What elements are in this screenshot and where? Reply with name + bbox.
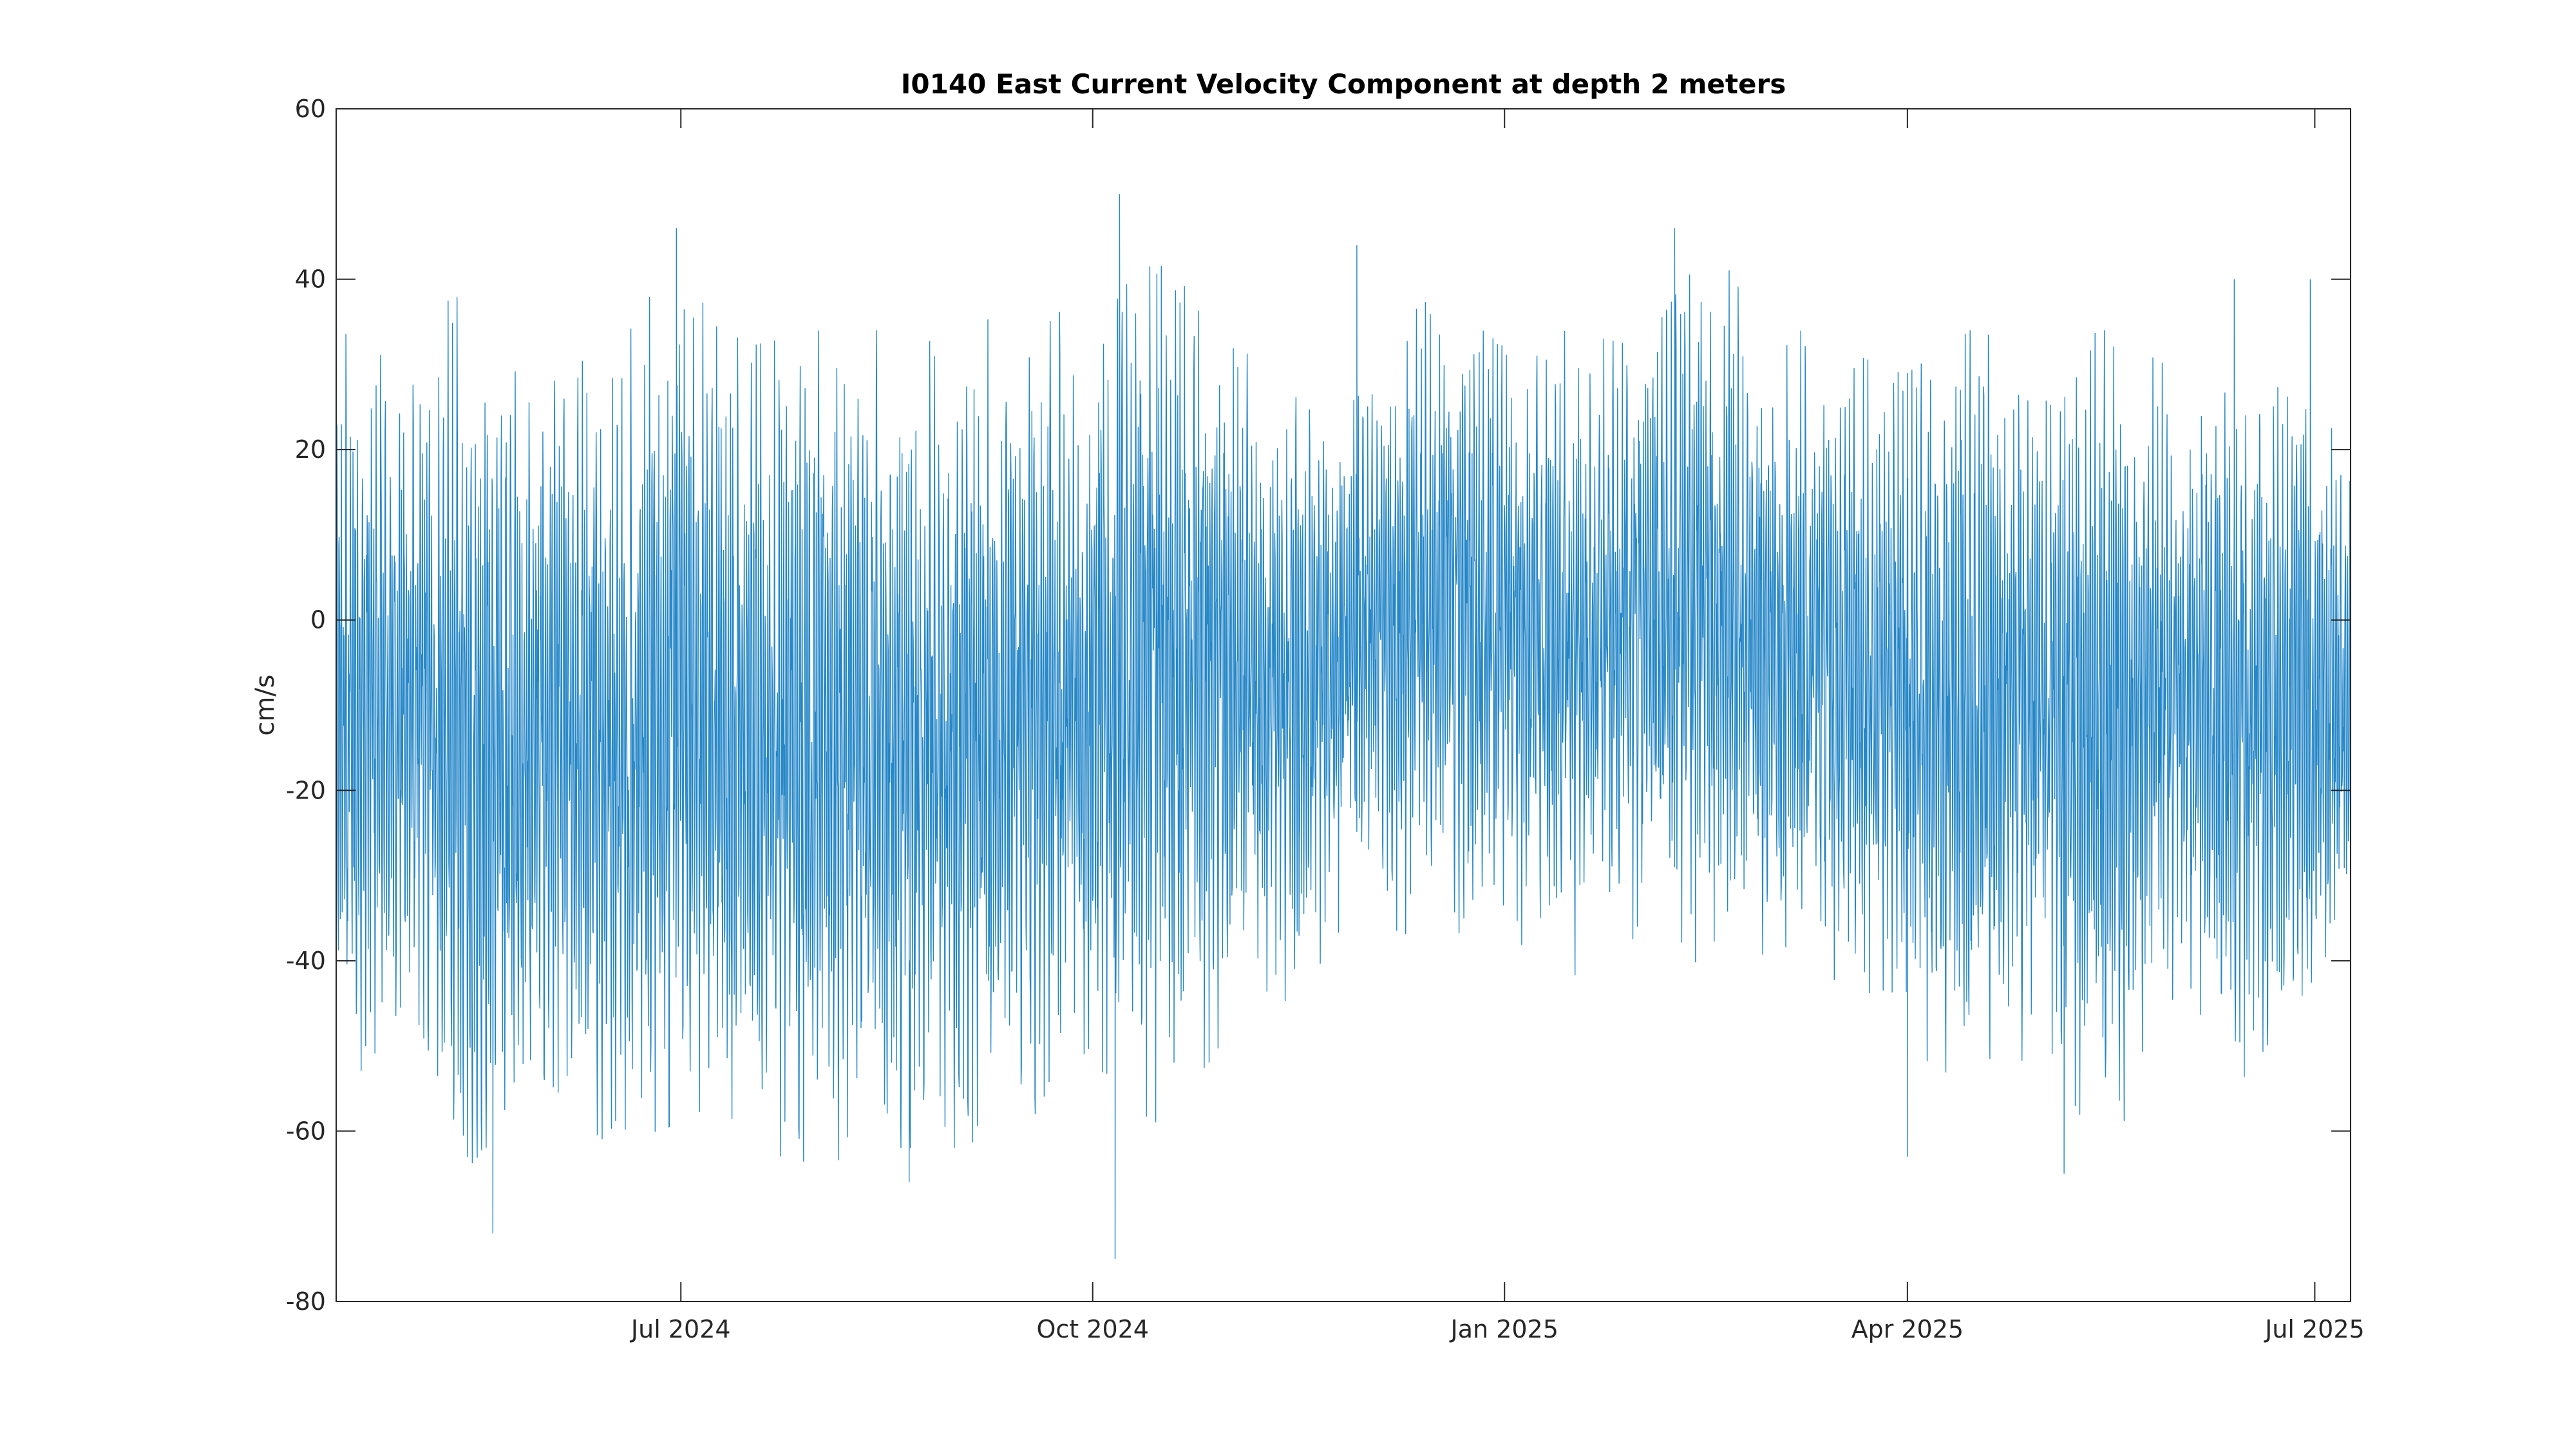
- x-tick-label: Jul 2025: [2264, 1315, 2365, 1343]
- chart-title: I0140 East Current Velocity Component at…: [901, 68, 1786, 100]
- y-tick-label: 0: [310, 606, 326, 634]
- x-tick-label: Jan 2025: [1450, 1315, 1558, 1343]
- x-tick-label: Oct 2024: [1036, 1315, 1149, 1343]
- velocity-series-line: [336, 194, 2351, 1259]
- axes-frame: [336, 108, 2351, 1302]
- y-tick-label: -40: [286, 947, 326, 975]
- y-axis-label: cm/s: [251, 674, 280, 735]
- y-tick-label: -20: [286, 776, 326, 804]
- x-tick-label: Apr 2025: [1852, 1315, 1964, 1343]
- y-tick-label: -60: [286, 1117, 326, 1145]
- y-tick-label: 20: [295, 435, 326, 464]
- y-tick-label: 40: [295, 265, 326, 294]
- y-tick-label: 60: [295, 95, 326, 123]
- data-series-line: [336, 194, 2351, 1259]
- y-tick-label: -80: [286, 1287, 326, 1316]
- axis-ticks: 60 40 20 0 -20 -40 -60 -80 Jul 2024 Oct 2024 Jan 2…: [286, 95, 2365, 1343]
- x-tick-label: Jul 2024: [630, 1315, 731, 1343]
